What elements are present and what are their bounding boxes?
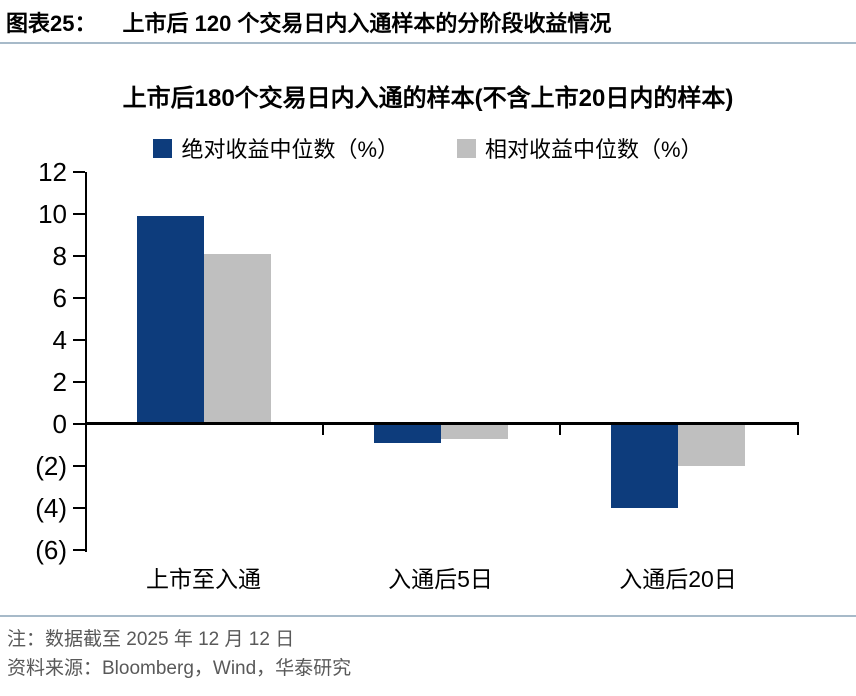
header-divider [0, 42, 856, 44]
y-tick [73, 423, 85, 425]
x-tick [559, 425, 561, 435]
legend-item-relative-return: 相对收益中位数（%） [457, 132, 703, 164]
y-tick [73, 549, 85, 551]
y-axis-line [85, 172, 87, 552]
y-tick-label: 6 [52, 283, 67, 313]
bar [678, 425, 745, 466]
y-tick [73, 507, 85, 509]
x-category-label: 入通后5日 [388, 566, 493, 592]
legend-swatch-blue [153, 138, 173, 158]
x-tick [322, 425, 324, 435]
chart-title: 上市后180个交易日内入通的样本(不含上市20日内的样本) [122, 85, 734, 112]
y-tick [73, 297, 85, 299]
y-tick [73, 171, 85, 173]
legend-label: 绝对收益中位数（%） [181, 137, 399, 162]
figure-title: 上市后 120 个交易日内入通样本的分阶段收益情况 [122, 11, 612, 36]
x-tick [797, 425, 799, 435]
chart-legend: 绝对收益中位数（%） 相对收益中位数（%） [0, 132, 856, 164]
y-tick [73, 381, 85, 383]
y-tick-label: 4 [52, 325, 67, 355]
x-category-label: 入通后20日 [619, 566, 737, 592]
figure-header: 图表25： 上市后 120 个交易日内入通样本的分阶段收益情况 [6, 6, 611, 38]
legend-label: 相对收益中位数（%） [485, 137, 703, 162]
y-tick-label: 12 [38, 157, 67, 187]
y-tick-label: 8 [52, 241, 67, 271]
y-tick [73, 255, 85, 257]
y-tick-label: (4) [35, 493, 67, 523]
bar [373, 425, 441, 443]
y-tick [73, 213, 85, 215]
y-tick [73, 465, 85, 467]
bar [203, 254, 271, 424]
y-tick-label: (2) [35, 451, 67, 481]
figure-number-label: 图表25： [6, 11, 97, 36]
source-note: 资料来源：Bloomberg，Wind，华泰研究 [7, 658, 352, 679]
bar [136, 216, 204, 424]
legend-item-absolute-return: 绝对收益中位数（%） [153, 132, 399, 164]
y-tick-label: (6) [35, 535, 67, 565]
y-tick [73, 339, 85, 341]
legend-swatch-gray [457, 138, 476, 158]
bar [611, 425, 678, 508]
y-tick-label: 2 [52, 367, 67, 397]
x-category-label: 上市至入通 [146, 566, 261, 592]
bar [440, 425, 508, 439]
data-cutoff-note: 注：数据截至 2025 年 12 月 12 日 [7, 629, 295, 650]
y-tick-label: 0 [52, 409, 67, 439]
footer-divider [0, 615, 856, 617]
x-axis-zero-line [85, 422, 799, 425]
y-tick-label: 10 [38, 199, 67, 229]
